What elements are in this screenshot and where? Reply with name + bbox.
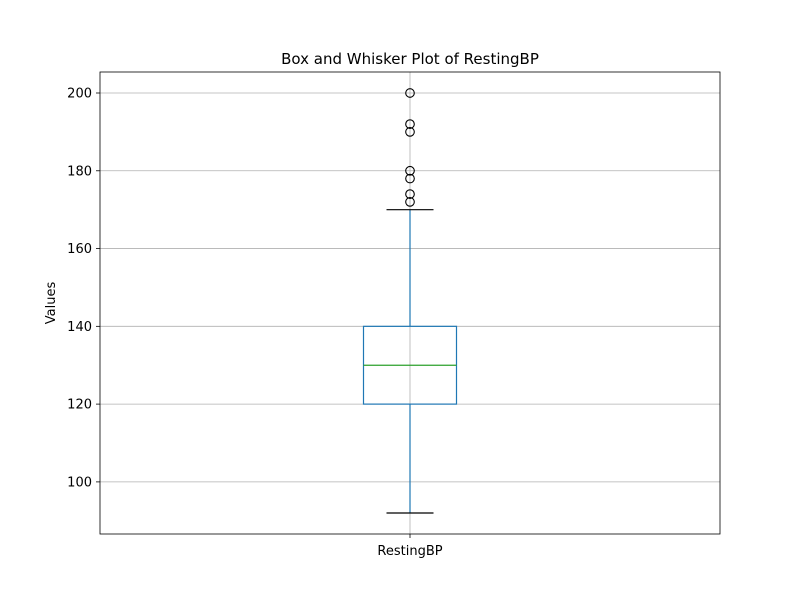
y-tick-label: 200	[67, 87, 92, 102]
outlier-point	[405, 88, 415, 98]
y-tick-label: 180	[67, 164, 92, 179]
y-tick-label: 140	[67, 320, 92, 335]
y-axis-label: Values	[44, 282, 59, 325]
y-tick-label: 100	[67, 475, 92, 490]
plot-layer	[362, 88, 458, 514]
axis-layer: 100 120 140 160 180 200 RestingBP	[67, 87, 443, 560]
x-tick-label: RestingBP	[377, 544, 442, 559]
chart-title: Box and Whisker Plot of RestingBP	[281, 50, 539, 68]
outlier-point	[405, 165, 415, 176]
outlier-point	[405, 189, 415, 199]
outlier-point	[405, 173, 415, 184]
outlier-point	[405, 119, 415, 129]
outlier-point	[405, 197, 415, 207]
outlier-point	[405, 127, 415, 137]
y-tick-label: 160	[67, 242, 92, 257]
y-tick-label: 120	[67, 398, 92, 413]
